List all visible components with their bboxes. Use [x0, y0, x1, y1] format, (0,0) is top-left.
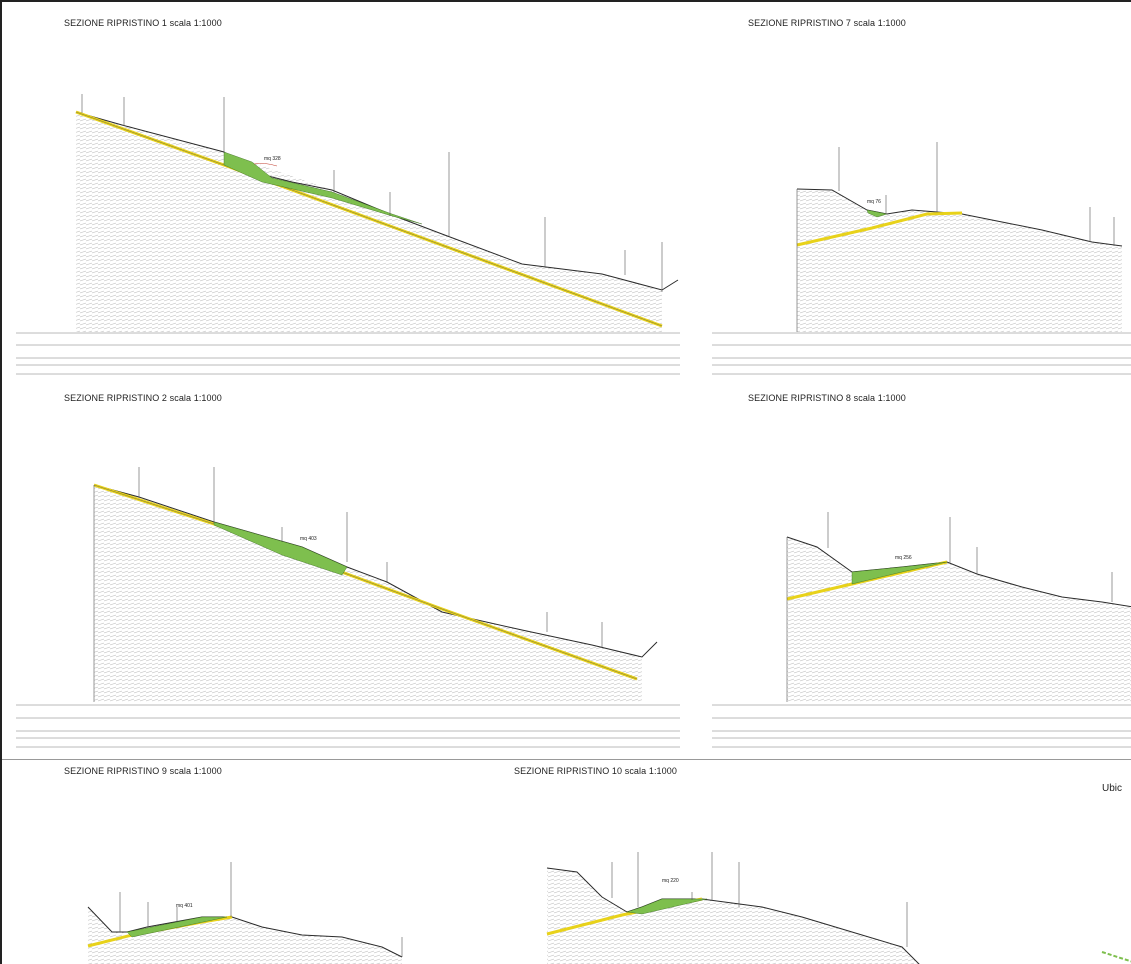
s2-table — [16, 704, 680, 748]
section-1-title: SEZIONE RIPRISTINO 1 scala 1:1000 — [64, 18, 222, 28]
s7-table — [712, 332, 1131, 375]
s1-restoration-fill — [223, 151, 423, 225]
s1-markers — [81, 94, 663, 292]
section-9-title: SEZIONE RIPRISTINO 9 scala 1:1000 — [64, 766, 222, 776]
s1-ground-body — [76, 112, 662, 332]
s2-fill-label: mq 403 — [300, 536, 317, 542]
section-8-title: SEZIONE RIPRISTINO 8 scala 1:1000 — [748, 393, 906, 403]
s2-ground-body — [94, 485, 642, 702]
s9-fill-label: mq 401 — [176, 903, 193, 909]
s10-markers — [611, 852, 908, 947]
s2-restoration-fill — [213, 521, 348, 576]
s1-fill-label: mq 328 — [264, 156, 281, 162]
s8-ground-profile — [786, 536, 1131, 608]
s10-ground-body — [547, 868, 919, 964]
s7-fill-label: mq 76 — [867, 199, 881, 205]
section-7-title: SEZIONE RIPRISTINO 7 scala 1:1000 — [748, 18, 906, 28]
s7-restoration-fill — [866, 209, 888, 218]
s7-ground-body — [797, 189, 1122, 332]
section-2-title: SEZIONE RIPRISTINO 2 scala 1:1000 — [64, 393, 222, 403]
s8-table — [712, 704, 1131, 748]
row-divider — [2, 759, 1131, 760]
s9-markers — [119, 862, 403, 957]
s7-sliding-surface — [796, 211, 963, 247]
s7-markers — [796, 142, 1115, 332]
s8-fill-label: mq 256 — [895, 555, 912, 561]
s8-restoration-fill — [851, 561, 948, 585]
s9-ground-body — [88, 907, 402, 964]
s2-markers — [93, 467, 603, 702]
s1-table — [16, 332, 680, 375]
section-10-title: SEZIONE RIPRISTINO 10 scala 1:1000 — [514, 766, 677, 776]
s8-markers — [786, 512, 1113, 702]
s1-ground-profile — [75, 111, 679, 291]
s10-fill-label: mq 220 — [662, 878, 679, 884]
s10-restoration-fill — [626, 898, 708, 915]
location-label: Ubic — [1102, 783, 1123, 794]
